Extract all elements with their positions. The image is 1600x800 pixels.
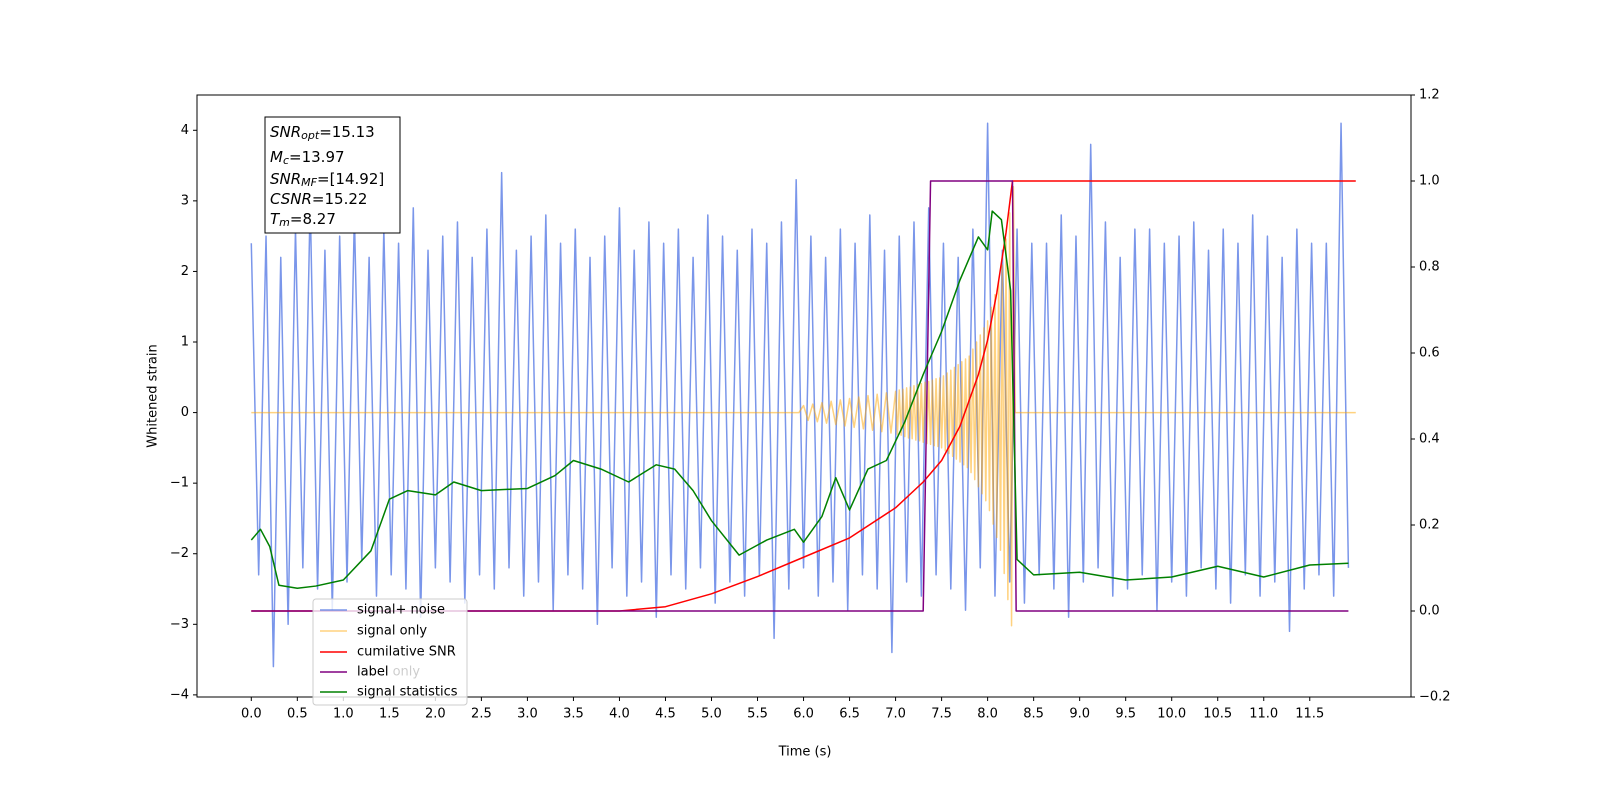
- x-tick-label: 4.5: [655, 707, 676, 722]
- annotation-text: =15.22: [312, 190, 368, 208]
- annotation-sub: MF: [301, 176, 317, 189]
- y2-tick-label: 0.0: [1419, 604, 1440, 619]
- y2-tick-label: 0.6: [1419, 346, 1440, 361]
- annotation: CSNR=15.22: [270, 190, 367, 208]
- annotation-symbol: T: [270, 210, 281, 228]
- annotation: Tm=8.27: [270, 210, 336, 230]
- annotation-sub: m: [279, 216, 290, 229]
- x-tick-label: 10.5: [1203, 707, 1232, 722]
- y-tick-label: 4: [181, 123, 189, 138]
- legend-label: signal statistics: [357, 685, 458, 700]
- series-line: [251, 180, 1349, 612]
- x-tick-label: 5.5: [747, 707, 768, 722]
- y-tick-label: −3: [170, 617, 189, 632]
- x-tick-label: 9.0: [1069, 707, 1090, 722]
- x-tick-label: 4.0: [609, 707, 630, 722]
- annotation-text: =[14.92]: [317, 170, 384, 188]
- x-tick-label: 8.5: [1023, 707, 1044, 722]
- x-tick-label: 11.0: [1249, 707, 1278, 722]
- legend-label: signal+ noise: [357, 603, 445, 618]
- annotation-box: SNRopt=15.13Mc=13.97SNRMF=[14.92]CSNR=15…: [264, 116, 401, 234]
- x-tick-label: 6.5: [839, 707, 860, 722]
- annotation-symbol: M: [270, 148, 283, 166]
- annotation-text: =8.27: [290, 210, 336, 228]
- x-tick-label: 2.5: [471, 707, 492, 722]
- annotation: SNRMF=[14.92]: [270, 170, 384, 190]
- x-tick-label: 0.0: [241, 707, 262, 722]
- x-tick-label: 5.0: [701, 707, 722, 722]
- y2-tick-label: −0.2: [1419, 690, 1451, 705]
- x-tick-label: 6.0: [793, 707, 814, 722]
- x-tick-label: 0.5: [287, 707, 308, 722]
- annotation-symbol: SNR: [270, 170, 301, 188]
- x-axis-label: Time (s): [778, 745, 832, 760]
- legend-label: label: [357, 665, 388, 680]
- series-line: [251, 186, 1356, 627]
- y-tick-label: 3: [181, 193, 189, 208]
- y-tick-label: 2: [181, 264, 189, 279]
- x-tick-label: 2.0: [425, 707, 446, 722]
- y-tick-label: −1: [170, 476, 189, 491]
- x-tick-label: 11.5: [1295, 707, 1324, 722]
- x-tick-label: 1.0: [333, 707, 354, 722]
- y2-tick-label: 1.0: [1419, 174, 1440, 189]
- legend-frame: [312, 598, 468, 706]
- x-tick-label: 8.0: [977, 707, 998, 722]
- annotation-text: =15.13: [319, 123, 375, 141]
- x-tick-label: 1.5: [379, 707, 400, 722]
- x-tick-label: 7.5: [931, 707, 952, 722]
- y-axis-label: Whitened strain: [146, 344, 161, 447]
- y-tick-label: −4: [170, 687, 189, 702]
- annotation-text: =13.97: [289, 148, 345, 166]
- y-tick-label: 0: [181, 405, 189, 420]
- y2-tick-label: 1.2: [1419, 88, 1440, 103]
- annotation: SNRopt=15.13: [270, 123, 375, 143]
- y2-tick-label: 0.2: [1419, 518, 1440, 533]
- series-line: [250, 210, 1349, 589]
- legend-label: signal only: [357, 624, 427, 639]
- y2-tick-label: 0.8: [1419, 260, 1440, 275]
- annotation-sub: c: [283, 154, 289, 167]
- series-line: [251, 180, 1356, 612]
- annotation: Mc=13.97: [270, 148, 345, 168]
- x-tick-label: 3.0: [517, 707, 538, 722]
- x-tick-label: 7.0: [885, 707, 906, 722]
- series-line: [250, 122, 1350, 668]
- annotation-symbol: CSNR: [270, 190, 312, 208]
- annotation-sub: opt: [301, 129, 320, 142]
- y2-tick-label: 0.4: [1419, 432, 1440, 447]
- legend-label: cumilative SNR: [357, 645, 456, 660]
- x-tick-label: 9.5: [1115, 707, 1136, 722]
- x-tick-label: 3.5: [563, 707, 584, 722]
- annotation-symbol: SNR: [270, 123, 301, 141]
- y-tick-label: −2: [170, 546, 189, 561]
- x-tick-label: 10.0: [1157, 707, 1186, 722]
- y-tick-label: 1: [181, 335, 189, 350]
- annotation-frame: [264, 116, 401, 234]
